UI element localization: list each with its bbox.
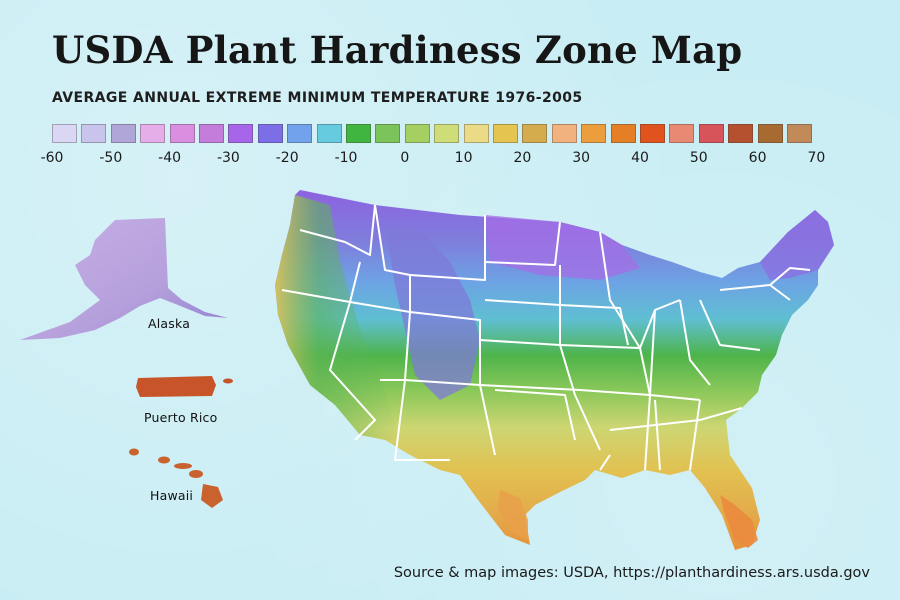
west-coast-warm-band: [275, 195, 400, 440]
puerto-rico: [136, 376, 233, 397]
legend-swatch: [169, 124, 195, 143]
legend-tick-label: 40: [631, 150, 649, 166]
legend-tick-label: -30: [216, 150, 240, 166]
map-subtitle: AVERAGE ANNUAL EXTREME MINIMUM TEMPERATU…: [52, 90, 583, 106]
state-boundaries: [281, 204, 811, 471]
puerto-rico-label: Puerto Rico: [144, 410, 218, 425]
legend-swatch: [140, 124, 166, 143]
florida-warm-zone: [720, 495, 758, 548]
hawaii-island-kauai: [129, 448, 139, 456]
texas-warm-zone: [498, 490, 528, 540]
legend-tick-label: 20: [513, 150, 532, 166]
legend-swatch: [640, 124, 665, 143]
legend-tick-label: -60: [40, 150, 64, 166]
legend-swatch: [551, 124, 577, 143]
hawaii-label: Hawaii: [150, 488, 194, 503]
alaska-land: [20, 218, 228, 340]
legend-swatch: [728, 124, 754, 143]
legend-tick-label: 70: [807, 150, 826, 166]
legend-swatch: [404, 124, 430, 143]
legend-swatch: [434, 124, 460, 143]
legend-swatch: [610, 124, 636, 143]
alaska: [20, 218, 228, 340]
hawaii-island-big-island: [201, 484, 223, 508]
legend-swatch: [375, 124, 401, 143]
source-credit: Source & map images: USDA, https://plant…: [393, 565, 870, 581]
legend-swatch: [52, 124, 77, 143]
puerto-rico-land: [136, 376, 216, 397]
legend-swatch: [787, 124, 812, 143]
legend-swatch: [522, 124, 548, 143]
legend-swatch: [669, 124, 695, 143]
contiguous-us: [275, 190, 834, 550]
legend-tick-label: -40: [158, 150, 182, 166]
legend-tick-label: 30: [572, 150, 591, 166]
hawaii-island-molokai: [174, 463, 192, 469]
legend-tick-label: 60: [748, 150, 767, 166]
alaska-label: Alaska: [148, 316, 191, 331]
legend-tick-label: -10: [334, 150, 358, 166]
temperature-legend: -60 -50 -40 -30 -20 -10 0 10 20 30 40 50 60 70: [0, 0, 900, 180]
legend-swatch: [698, 124, 724, 143]
legend-swatch: [110, 124, 136, 143]
rocky-mountain-cold-zone: [385, 225, 480, 400]
map-title: USDA Plant Hardiness Zone Map: [52, 28, 743, 72]
legend-swatch: [346, 124, 371, 143]
hawaii-island-maui: [189, 470, 203, 478]
legend-swatch: [81, 124, 107, 143]
hawaii: [129, 448, 223, 508]
puerto-rico-islet: [223, 378, 233, 384]
legend-swatch: [581, 124, 607, 143]
legend-tick-label: -50: [99, 150, 123, 166]
legend-swatch: [199, 124, 224, 143]
legend-tick-label: -20: [275, 150, 299, 166]
legend-swatch: [316, 124, 342, 143]
legend-tick-label: 0: [400, 150, 410, 166]
hawaii-island-oahu: [158, 456, 170, 464]
legend-tick-label: 50: [689, 150, 708, 166]
legend-swatch: [287, 124, 313, 143]
legend-swatch: [257, 124, 283, 143]
legend-tick-label: 10: [454, 150, 473, 166]
legend-swatch: [228, 124, 254, 143]
legend-swatch: [493, 124, 518, 143]
legend-swatch: [463, 124, 489, 143]
new-england-cold-zone: [760, 210, 834, 280]
legend-swatch: [757, 124, 783, 143]
